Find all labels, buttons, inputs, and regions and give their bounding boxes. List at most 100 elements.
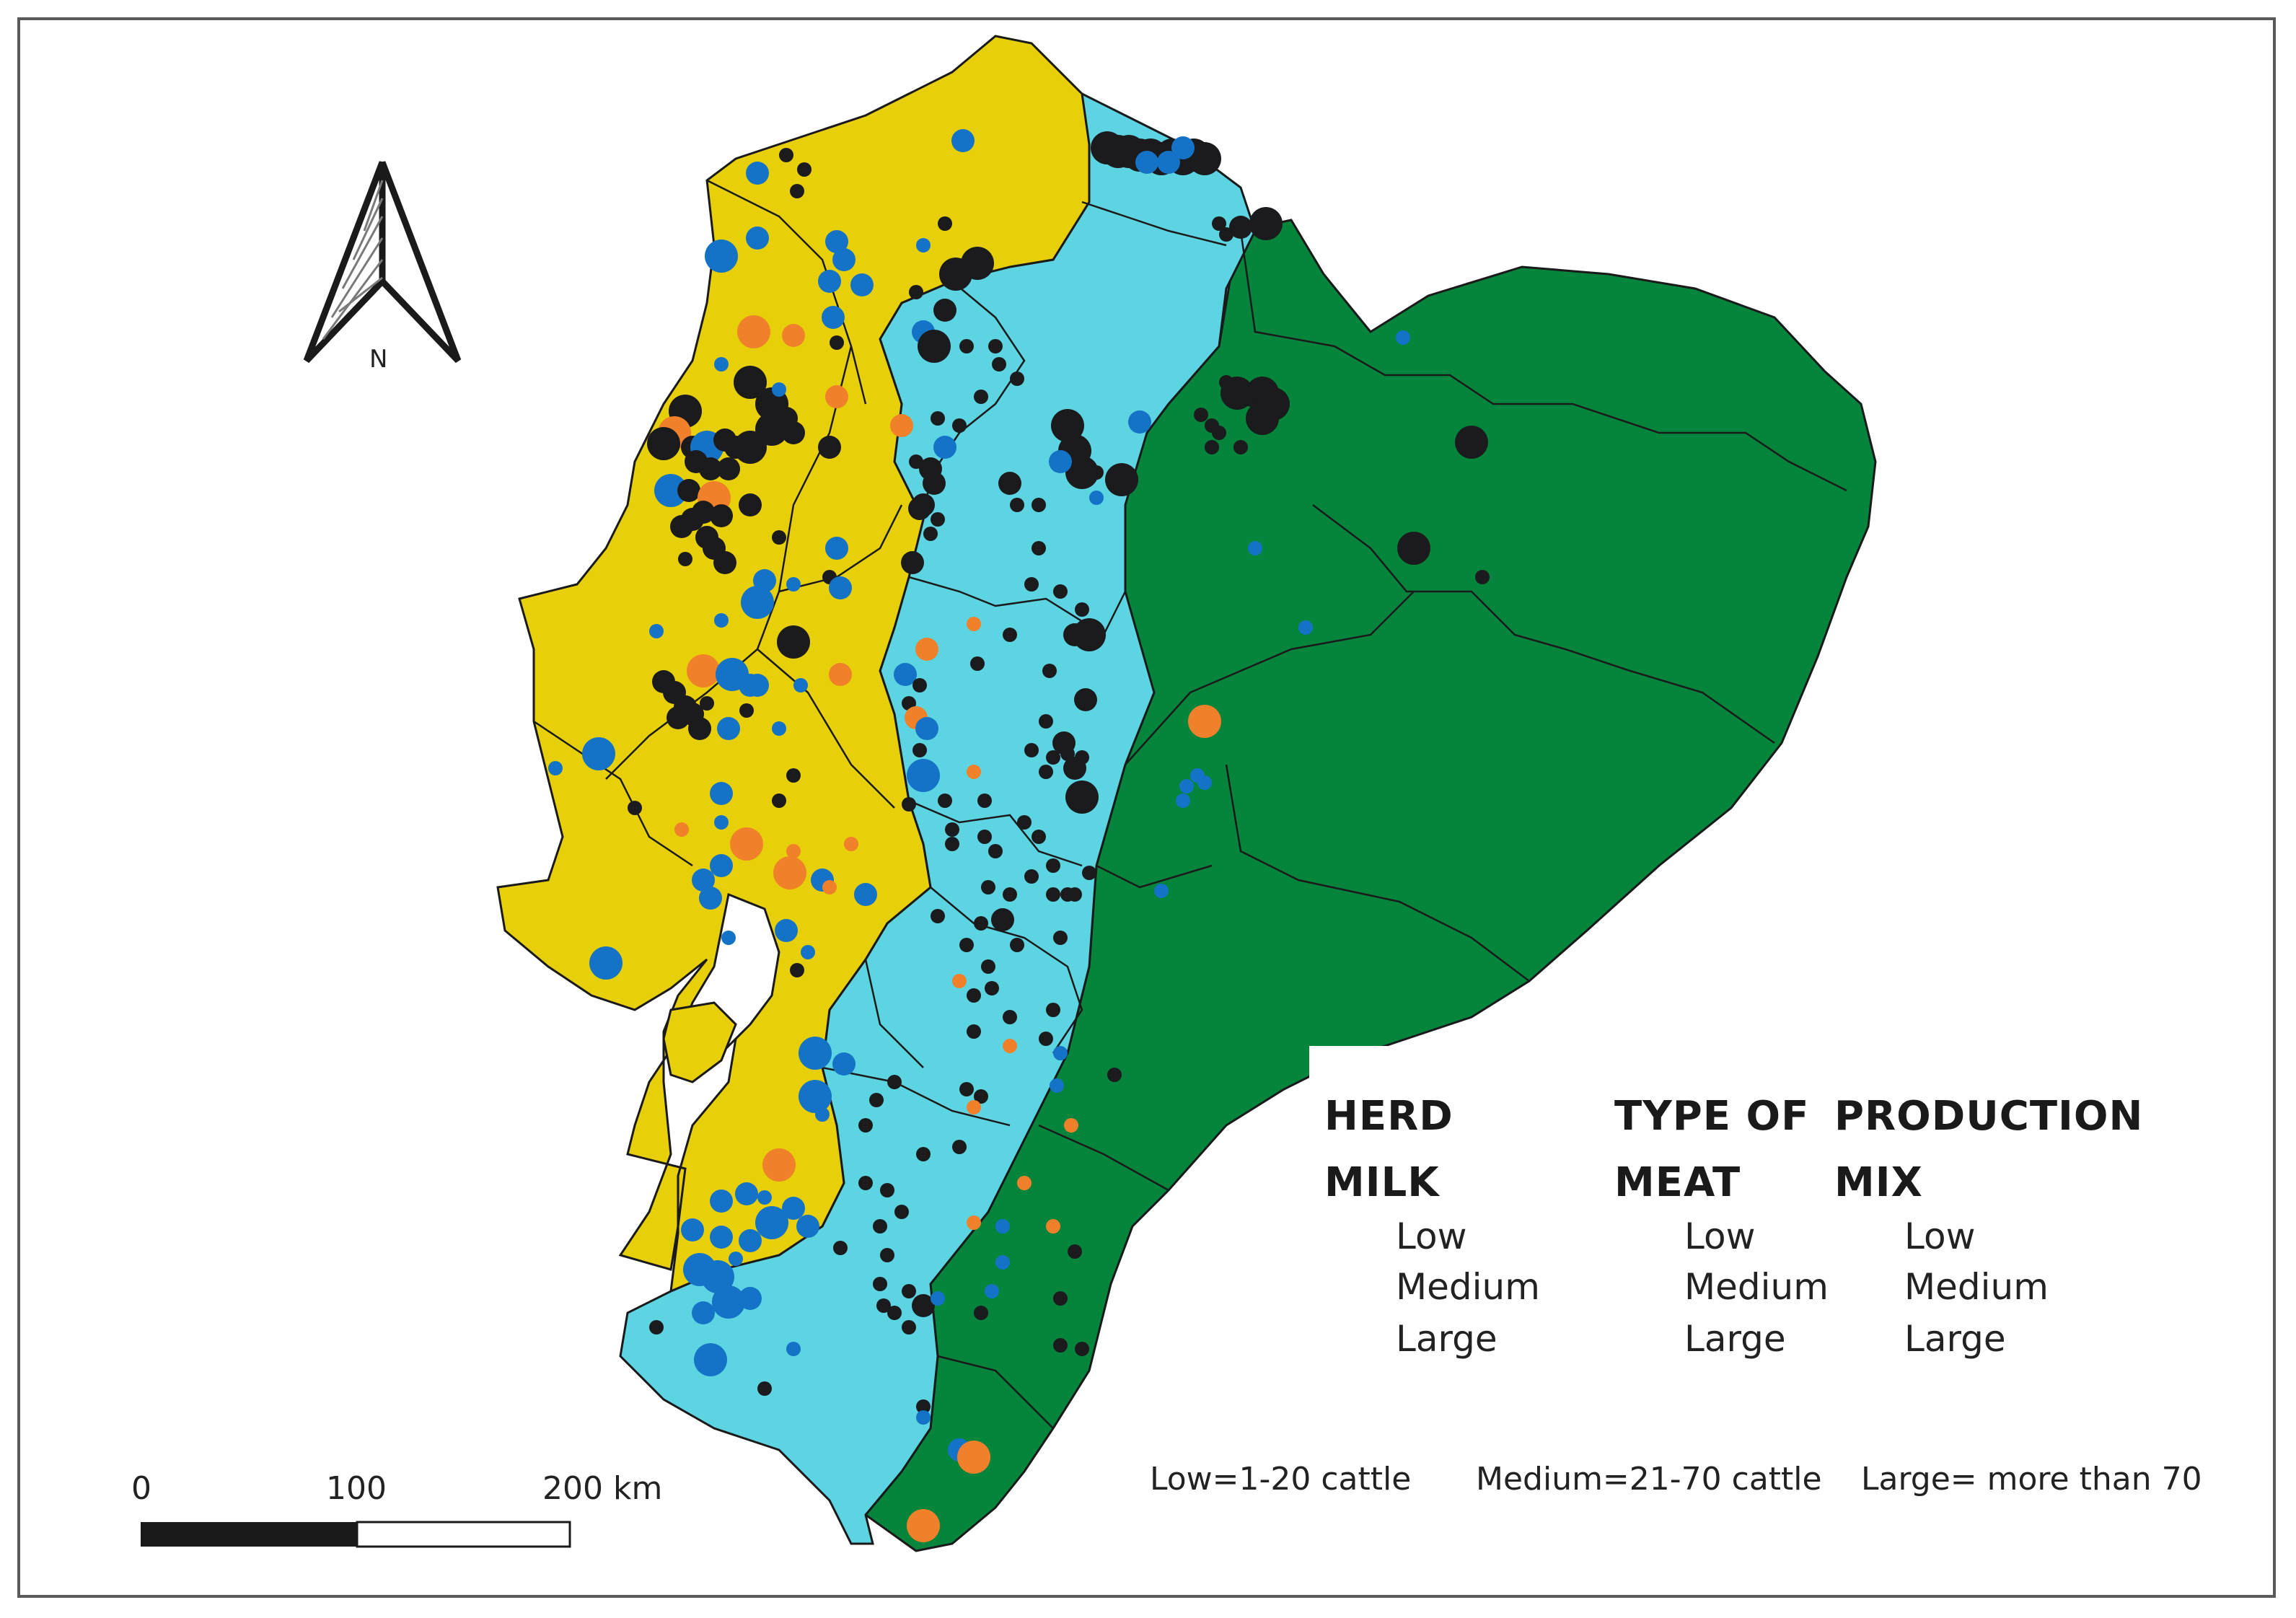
milk-low-dot bbox=[873, 1219, 887, 1234]
meat-low-dot bbox=[1197, 775, 1212, 790]
milk-low-dot bbox=[977, 793, 992, 808]
milk-low-dot bbox=[931, 909, 945, 923]
milk-large-dot bbox=[1065, 781, 1099, 814]
milk-large-dot bbox=[734, 431, 767, 464]
meat-large-dot bbox=[705, 239, 738, 273]
milk-low-dot bbox=[1053, 1338, 1068, 1353]
milk-low-dot bbox=[1046, 858, 1060, 873]
mix-medium-dot bbox=[829, 663, 852, 686]
scale-tick-200: 200 km bbox=[542, 1470, 663, 1507]
mix-large-dot bbox=[1188, 705, 1221, 738]
milk-low-dot bbox=[1212, 426, 1226, 440]
mix-low-dot bbox=[822, 880, 837, 894]
milk-large-dot bbox=[1051, 409, 1084, 442]
legend-note-low: Low=1-20 cattle bbox=[1150, 1461, 1412, 1498]
milk-low-dot bbox=[959, 339, 974, 353]
meat-low-dot bbox=[995, 1255, 1010, 1270]
legend-meat-low: Low bbox=[1684, 1215, 1756, 1257]
mix-low-dot bbox=[952, 974, 967, 988]
legend-milk-low: Low bbox=[1396, 1215, 1467, 1257]
meat-large-dot bbox=[654, 474, 687, 507]
meat-medium-dot bbox=[782, 1197, 805, 1220]
legend-heading-herd: HERD bbox=[1324, 1093, 1453, 1140]
milk-medium-dot bbox=[688, 717, 711, 740]
meat-low-dot bbox=[1298, 620, 1313, 635]
meat-low-dot bbox=[786, 577, 801, 592]
milk-medium-dot bbox=[699, 457, 722, 480]
milk-low-dot bbox=[873, 1277, 887, 1291]
milk-medium-dot bbox=[677, 479, 700, 502]
meat-large-dot bbox=[799, 1080, 832, 1113]
province-borders bbox=[533, 179, 1847, 1429]
mix-low-dot bbox=[1003, 1039, 1017, 1053]
milk-low-dot bbox=[1024, 869, 1039, 884]
milk-medium-dot bbox=[782, 421, 805, 444]
milk-low-dot bbox=[981, 880, 995, 894]
meat-medium-dot bbox=[951, 129, 975, 152]
milk-large-dot bbox=[734, 366, 767, 399]
meat-medium-dot bbox=[746, 227, 769, 250]
meat-low-dot bbox=[772, 382, 786, 397]
milk-large-dot bbox=[1249, 207, 1283, 240]
meat-medium-dot bbox=[1157, 151, 1180, 174]
mix-low-dot bbox=[1064, 1118, 1078, 1133]
milk-low-dot bbox=[869, 1093, 884, 1107]
meat-low-dot bbox=[801, 945, 815, 959]
milk-low-dot bbox=[887, 1075, 902, 1089]
legend-heading-milk: MILK bbox=[1324, 1159, 1440, 1206]
milk-low-dot bbox=[1046, 887, 1060, 902]
milk-low-dot bbox=[1046, 1003, 1060, 1017]
north-label: N bbox=[369, 345, 388, 374]
milk-low-dot bbox=[1032, 830, 1046, 844]
milk-low-dot bbox=[902, 1320, 916, 1335]
milk-low-dot bbox=[931, 512, 945, 527]
meat-low-dot bbox=[916, 238, 931, 252]
meat-low-dot bbox=[714, 815, 729, 830]
milk-low-dot bbox=[887, 1306, 902, 1320]
mix-large-dot bbox=[773, 856, 806, 889]
meat-large-dot bbox=[799, 1037, 832, 1070]
meat-medium-dot bbox=[1128, 410, 1151, 434]
milk-large-dot bbox=[1105, 463, 1138, 496]
meat-large-dot bbox=[755, 1206, 788, 1239]
milk-low-dot bbox=[1107, 1068, 1122, 1082]
cattle-dots-layer bbox=[548, 129, 1490, 1542]
legend-note-medium: Medium=21-70 cattle bbox=[1476, 1461, 1822, 1498]
mix-large-dot bbox=[762, 1148, 796, 1182]
milk-medium-dot bbox=[1052, 731, 1076, 755]
meat-large-dot bbox=[712, 1285, 745, 1319]
meat-medium-dot bbox=[692, 1301, 715, 1324]
meat-medium-dot bbox=[818, 270, 841, 293]
meat-medium-dot bbox=[739, 1229, 762, 1252]
milk-low-dot bbox=[981, 959, 995, 974]
meat-medium-dot bbox=[825, 230, 848, 253]
mix-low-dot bbox=[786, 844, 801, 858]
meat-medium-dot bbox=[717, 717, 740, 740]
milk-large-dot bbox=[1188, 142, 1221, 175]
mix-large-dot bbox=[687, 654, 720, 687]
milk-low-dot bbox=[988, 339, 1003, 353]
meat-medium-dot bbox=[710, 782, 733, 805]
milk-low-dot bbox=[1233, 440, 1248, 454]
milk-low-dot bbox=[974, 1089, 988, 1104]
meat-medium-dot bbox=[822, 306, 845, 329]
milk-low-dot bbox=[858, 1176, 873, 1190]
legend-milk-medium: Medium bbox=[1396, 1266, 1540, 1308]
meat-low-dot bbox=[815, 1107, 830, 1122]
milk-low-dot bbox=[880, 1248, 894, 1262]
milk-low-dot bbox=[902, 797, 916, 812]
meat-medium-dot bbox=[915, 717, 938, 740]
scale-tick-100: 100 bbox=[326, 1470, 387, 1507]
milk-low-dot bbox=[1475, 570, 1490, 584]
meat-large-dot bbox=[907, 759, 940, 792]
meat-low-dot bbox=[793, 678, 808, 693]
milk-medium-dot bbox=[923, 472, 946, 495]
meat-medium-dot bbox=[699, 887, 722, 910]
milk-low-dot bbox=[902, 1284, 916, 1298]
milk-low-dot bbox=[1017, 815, 1032, 830]
milk-low-dot bbox=[628, 801, 642, 815]
milk-low-dot bbox=[1003, 628, 1017, 642]
mix-low-dot bbox=[967, 765, 981, 779]
meat-large-dot bbox=[694, 1343, 727, 1376]
milk-low-dot bbox=[1032, 498, 1046, 512]
